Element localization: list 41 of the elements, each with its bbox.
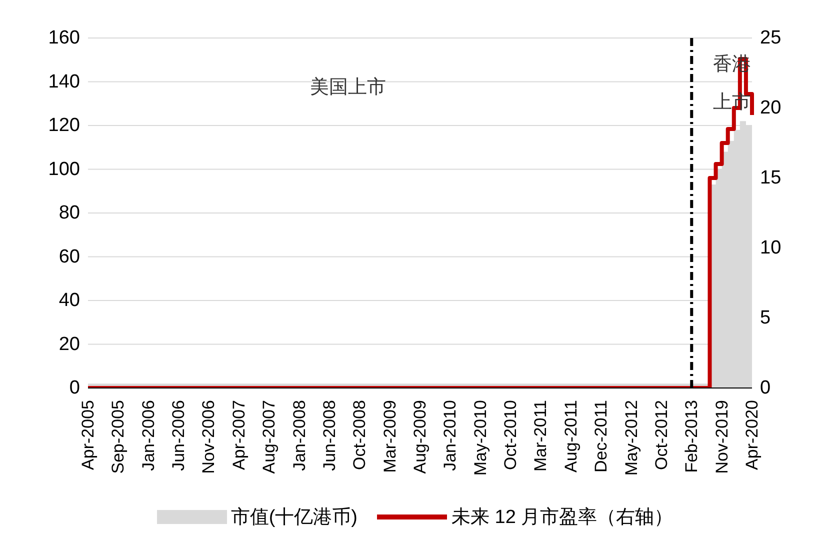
x-tick-label: Dec-2011	[592, 400, 611, 472]
x-tick-label: Nov-2006	[199, 400, 218, 474]
x-tick-label: Jan-2010	[440, 400, 460, 471]
y2-tick-label: 10	[760, 238, 782, 258]
y-tick-label: 60	[58, 246, 80, 268]
x-tick-label: Apr-2020	[742, 400, 762, 470]
y2-tick-label: 15	[760, 168, 782, 188]
x-tick-label: Jun-2008	[320, 400, 339, 471]
y-tick-label: 140	[48, 71, 80, 92]
y-tick-label: 0	[69, 378, 80, 398]
x-tick-label: Oct-2010	[501, 400, 520, 470]
x-tick-label: Sep-2005	[108, 400, 128, 474]
x-tick-label: Oct-2008	[350, 400, 370, 470]
x-tick-label: May-2012	[622, 400, 641, 476]
x-tick-label: Oct-2012	[652, 400, 671, 470]
x-tick-label: May-2010	[470, 400, 490, 476]
y-tick-label: 40	[58, 290, 80, 311]
y2-tick-label: 5	[760, 308, 771, 328]
y2-tick-label: 20	[760, 98, 782, 118]
y-tick-label: 160	[48, 28, 80, 48]
x-tick-label: Apr-2005	[78, 400, 98, 470]
x-tick-label: Jan-2008	[290, 400, 309, 471]
y2-tick-label: 0	[760, 378, 771, 398]
x-tick-label: Mar-2009	[380, 400, 400, 473]
y2-tick-label: 25	[760, 28, 782, 48]
annotation: 美国上市	[309, 76, 387, 100]
legend-label: 未来 12 月市盈率（右轴）	[451, 506, 674, 530]
x-tick-label: Nov-2019	[712, 400, 732, 474]
y-tick-label: 120	[48, 115, 80, 136]
x-tick-label: Mar-2011	[531, 400, 550, 472]
x-tick-label: Jan-2006	[138, 400, 158, 471]
x-tick-label: Feb-2013	[682, 400, 702, 473]
y-tick-label: 20	[58, 334, 80, 355]
y-tick-label: 100	[48, 158, 80, 180]
x-tick-label: Aug-2011	[561, 400, 580, 472]
x-tick-label: Jun-2006	[169, 400, 188, 471]
y-tick-label: 80	[58, 202, 80, 224]
x-tick-label: Aug-2009	[410, 400, 430, 474]
legend-label: 市值(十亿港币)	[230, 506, 358, 530]
x-tick-label: Apr-2007	[229, 400, 248, 470]
x-tick-label: Aug-2007	[260, 400, 279, 474]
